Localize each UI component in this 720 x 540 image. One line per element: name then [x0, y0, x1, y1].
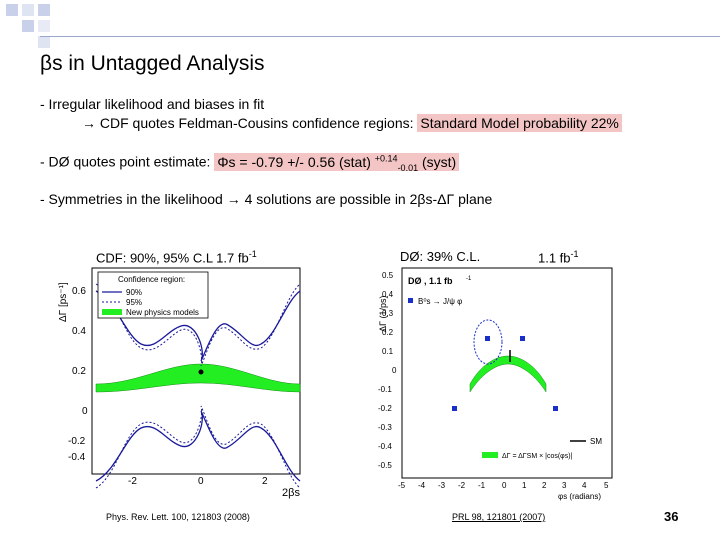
d0-xtick: 2: [542, 481, 547, 490]
cdf-contour-95-lower: [95, 405, 301, 489]
cdf-caption-sup: -1: [248, 249, 257, 259]
cdf-ytick: 0.2: [72, 366, 86, 377]
cdf-contour-90-lower: [95, 410, 301, 482]
decorative-square: [22, 4, 34, 16]
d0-plot-svg: DØ , 1.1 fb -1 B⁰s → J/ψ φ SM ΔΓ = ΔΓSM …: [378, 267, 613, 501]
d0-xtick: -2: [458, 481, 466, 490]
decorative-square: [38, 20, 50, 32]
decorative-square: [38, 36, 50, 48]
d0-ytick: 0.3: [382, 309, 394, 318]
cdf-caption-text: CDF: 90%, 95% C.L 1.7 fb: [96, 250, 249, 266]
d0-xtick: 5: [604, 481, 609, 490]
d0-ytick: 0: [392, 366, 397, 375]
d0-ytick: 0.4: [382, 290, 394, 299]
d0-ytick: 0.1: [382, 347, 394, 356]
cdf-xtick: -2: [128, 476, 137, 487]
cdf-contour-90-upper: [95, 290, 301, 362]
d0-xtick: -3: [438, 481, 446, 490]
d0-ytick: 0.5: [382, 271, 394, 280]
d0-xtick: 4: [582, 481, 587, 490]
d0-y-label: ΔΓ (1/ps): [378, 296, 388, 332]
syst-label: (syst): [421, 153, 457, 170]
cdf-ytick: 0.4: [72, 326, 86, 337]
decorative-square: [22, 20, 34, 32]
d0-xtick: -4: [418, 481, 426, 490]
d0-legend-sm: SM: [590, 437, 602, 446]
d0-inset-channel: B⁰s → J/ψ φ: [418, 297, 462, 306]
cdf-likelihood-figure: Confidence region: 90% 95% New physics m…: [56, 266, 306, 502]
d0-ytick: -0.3: [378, 423, 392, 432]
cdf-legend-95: 95%: [126, 298, 142, 307]
cdf-plot-frame: [91, 267, 301, 475]
bullet-symmetries: - Symmetries in the likelihood → 4 solut…: [40, 191, 493, 207]
syst-error-up: +0.14: [374, 153, 398, 163]
cdf-legend-np: New physics models: [126, 308, 199, 317]
syst-error-down: -0.01: [397, 162, 419, 173]
d0-xtick: -1: [478, 481, 486, 490]
new-physics-band: [95, 363, 301, 393]
bullet-d0-estimate: - DØ quotes point estimate: Φs = -0.79 +…: [40, 152, 460, 173]
cdf-legend-np-swatch: [102, 309, 122, 315]
cdf-ytick: -0.2: [68, 436, 86, 447]
d0-xtick: 1: [522, 481, 527, 490]
d0-legend-band-swatch: [482, 452, 498, 458]
cdf-sm-point: [198, 369, 204, 375]
d0-inset-point-swatch: [408, 298, 413, 303]
d0-ytick: -0.4: [378, 442, 392, 451]
d0-solution-point: [553, 406, 558, 411]
bullet-cdf-quote-text: → CDF quotes Feldman-Cousins confidence …: [82, 115, 414, 131]
decorative-square: [38, 4, 50, 16]
d0-sm-band: [469, 355, 547, 393]
cdf-ytick: -0.4: [68, 452, 86, 463]
cdf-legend-90: 90%: [126, 288, 142, 297]
phi-s-value: Φs = -0.79 +/- 0.56 (stat): [217, 153, 371, 170]
title-divider: [40, 36, 720, 37]
d0-inset-sup: -1: [466, 276, 472, 282]
d0-solution-point: [520, 336, 525, 341]
cdf-xtick: 2: [262, 476, 268, 487]
d0-plot-frame: [401, 267, 613, 479]
decorative-square: [6, 4, 18, 16]
cdf-ytick: 0: [82, 406, 88, 417]
cdf-citation: Phys. Rev. Lett. 100, 121803 (2008): [106, 512, 250, 522]
sm-probability-highlight: Standard Model probability 22%: [417, 114, 622, 132]
d0-ytick: -0.2: [378, 404, 392, 413]
bullet-irregular-likelihood: - Irregular likelihood and biases in fit: [40, 96, 265, 112]
d0-ytick: -0.5: [378, 461, 392, 470]
d0-legend-formula: ΔΓ = ΔΓSM × |cos(φs)|: [502, 453, 573, 460]
cdf-x-label: 2βs: [282, 487, 300, 499]
d0-citation-link[interactable]: PRL 98, 121801 (2007): [452, 512, 546, 522]
d0-caption-lumi-text: 1.1 fb: [538, 250, 571, 266]
slide-number: 36: [664, 509, 679, 524]
d0-ytick: -0.1: [378, 385, 392, 394]
d0-solution-point: [485, 336, 490, 341]
d0-xtick: 0: [502, 481, 507, 490]
cdf-caption: CDF: 90%, 95% C.L 1.7 fb-1: [96, 249, 257, 265]
bullet-d0-estimate-text: - DØ quotes point estimate:: [40, 153, 211, 170]
bullet-cdf-quote: → CDF quotes Feldman-Cousins confidence …: [82, 114, 622, 132]
d0-xtick: -5: [398, 481, 406, 490]
cdf-plot-svg: Confidence region: 90% 95% New physics m…: [58, 267, 301, 499]
slide-title: βs in Untagged Analysis: [40, 52, 265, 75]
cdf-y-label: ΔΓ [ps⁻¹]: [58, 282, 69, 322]
cdf-ytick: 0.6: [72, 286, 86, 297]
d0-caption-sup: -1: [570, 249, 579, 259]
phi-s-estimate-highlight: Φs = -0.79 +/- 0.56 (stat) +0.14-0.01 (s…: [214, 152, 460, 173]
d0-x-label: φs (radians): [558, 492, 601, 501]
d0-likelihood-figure: DØ , 1.1 fb -1 B⁰s → J/ψ φ SM ΔΓ = ΔΓSM …: [370, 266, 616, 502]
d0-xtick: 3: [562, 481, 567, 490]
d0-solution-point: [452, 406, 457, 411]
d0-caption: DØ: 39% C.L.: [400, 249, 481, 264]
cdf-legend-title: Confidence region:: [118, 275, 185, 284]
d0-ytick: 0.2: [382, 328, 394, 337]
cdf-xtick: 0: [198, 476, 204, 487]
cdf-contour-95-upper: [95, 283, 301, 367]
d0-contour: [473, 319, 503, 365]
d0-caption-lumi: 1.1 fb-1: [538, 249, 579, 265]
d0-inset-title: DØ , 1.1 fb: [408, 276, 453, 286]
